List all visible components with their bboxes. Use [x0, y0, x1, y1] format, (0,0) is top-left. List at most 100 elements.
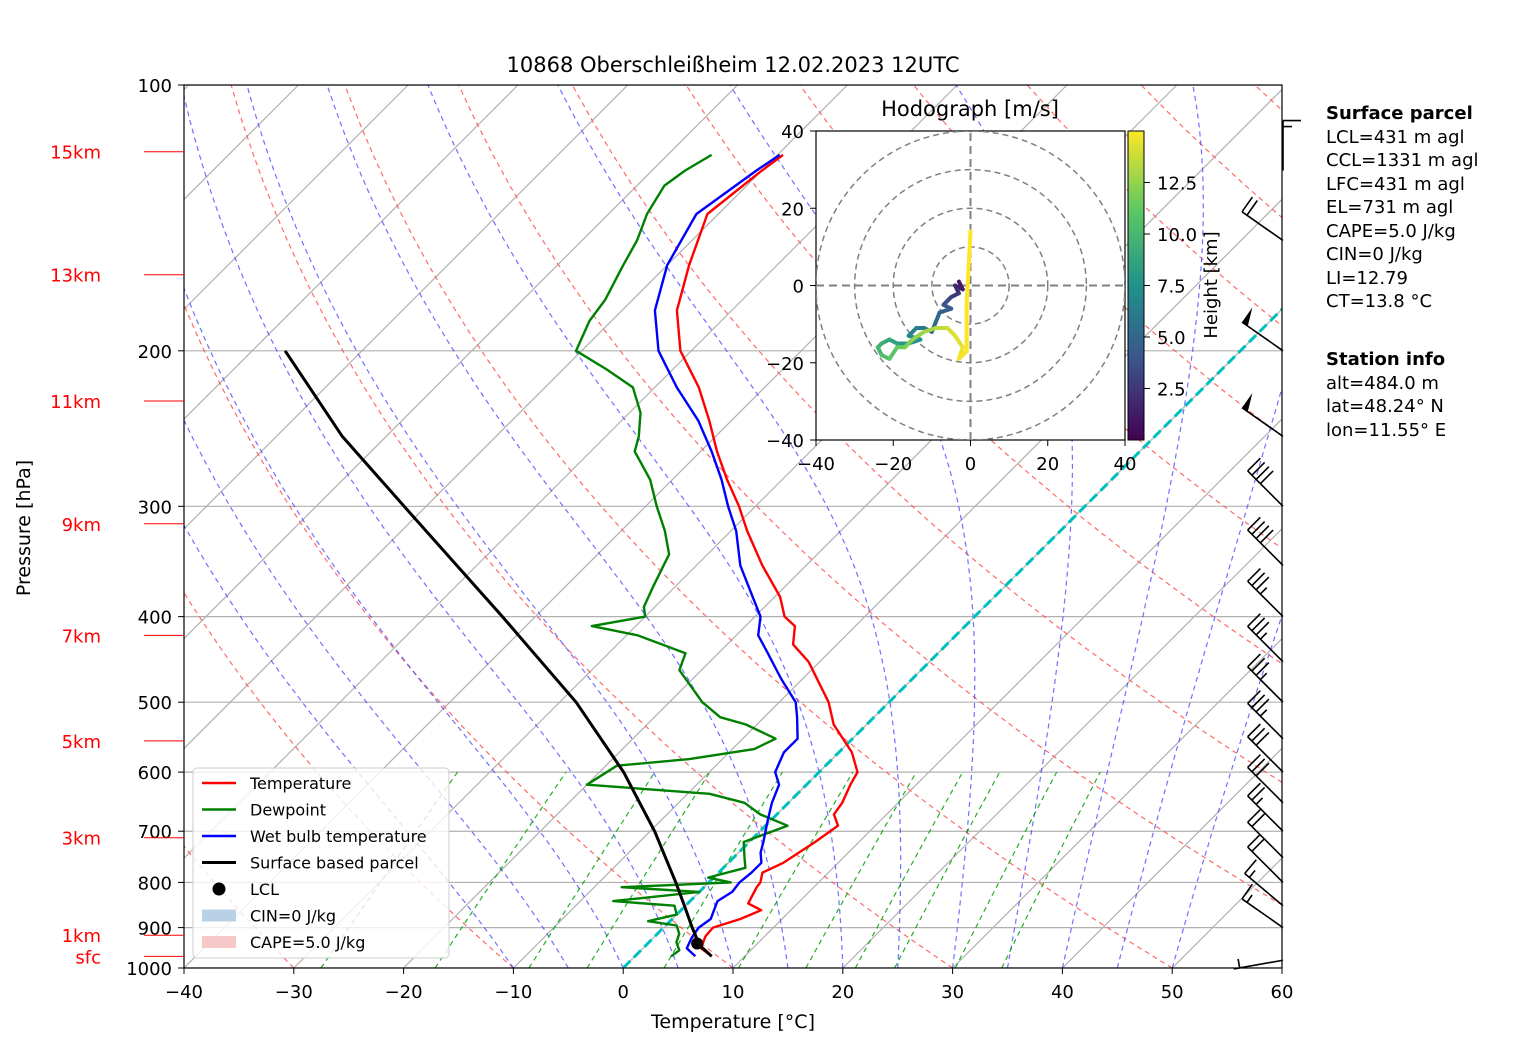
barb-staff: [1247, 736, 1284, 773]
moist-adiabat: [184, 418, 569, 968]
hodograph-y-tick-label: 20: [781, 199, 804, 220]
hodograph-ring: [853, 168, 1088, 403]
moist-adiabat: [184, 286, 624, 968]
hodograph-title: Hodograph [m/s]: [881, 97, 1059, 121]
hodograph-y-tick-label: 0: [793, 277, 804, 298]
barb-flag: [1251, 694, 1266, 709]
barb-flag: [1255, 698, 1270, 713]
height-label: 5km: [62, 732, 101, 753]
barb-staff: [1241, 898, 1284, 929]
hodograph-segment: [910, 329, 927, 342]
height-label: 13km: [50, 266, 101, 287]
series-dewpoint: [574, 153, 789, 958]
barb-staff: [1247, 846, 1284, 883]
moist-adiabat: [955, 85, 1073, 968]
wind-barb: [1247, 809, 1284, 859]
barb-staff: [1247, 795, 1284, 832]
y-tick-label: 300: [138, 497, 172, 518]
mixing-ratio-line: [663, 771, 784, 968]
y-tick-label: 200: [138, 342, 172, 363]
moist-adiabat: [1061, 85, 1204, 968]
wind-barb: [1282, 119, 1301, 171]
legend-patch: [202, 909, 236, 922]
barb-flag: [1251, 521, 1266, 535]
barb-flag: [1244, 859, 1257, 875]
series-wet-bulb-temperature: [653, 153, 799, 958]
hodograph-segment: [964, 229, 973, 307]
x-axis-label: Temperature [°C]: [650, 1011, 815, 1033]
barb-flag: [1251, 786, 1266, 801]
barb-pennant: [1242, 392, 1253, 412]
barb-flag: [1247, 723, 1261, 738]
hodograph: −40−40 −20 −20 0 0 20 20 40 40 Hodograph [m/s] 2…: [766, 97, 1222, 475]
station-line: alt=484.0 m: [1326, 372, 1439, 394]
colorbar-tick-label: 12.5: [1157, 174, 1197, 195]
wind-barb: [1241, 883, 1284, 929]
barb-flag: [1247, 567, 1261, 582]
barb-staff: [1247, 529, 1284, 566]
barb-flag: [1247, 690, 1261, 704]
isotherm-line: [184, 85, 629, 530]
barb-flag: [1247, 809, 1261, 823]
mixing-ratio-line: [528, 771, 656, 968]
barb-staff: [1241, 321, 1284, 352]
barb-flag: [1251, 727, 1266, 742]
colorbar-tick-label: 5.0: [1157, 328, 1186, 349]
barb-staff: [1247, 666, 1284, 703]
station-line: lat=48.24° N: [1326, 396, 1444, 417]
wind-barb: [1233, 958, 1284, 970]
isotherm-line: [1061, 747, 1282, 968]
barb-half-flag: [1259, 587, 1268, 595]
parcel-line: LFC=431 m agl: [1326, 173, 1465, 195]
mixing-ratio-lines: [320, 771, 1101, 968]
barb-flag: [1251, 838, 1266, 852]
colorbar-label: Height [km]: [1201, 231, 1222, 338]
y-axis-label: Pressure [hPa]: [13, 460, 35, 596]
barb-staff: [1247, 766, 1284, 804]
x-tick-label: −40: [165, 982, 203, 1003]
y-tick-label: 700: [138, 822, 172, 843]
x-tick-label: 60: [1271, 982, 1294, 1003]
barb-pennant: [1242, 307, 1253, 327]
isotherm-line: [842, 527, 1282, 968]
y-tick-label: 600: [138, 763, 172, 784]
barb-flag: [1255, 662, 1270, 676]
barb-half-flag: [1255, 797, 1264, 805]
barb-staff: [1241, 407, 1284, 438]
wind-barb: [1244, 859, 1284, 907]
parcel-line: LI=12.79: [1326, 267, 1408, 289]
legend-label: LCL: [250, 880, 279, 899]
mixing-ratio-line: [1001, 771, 1101, 968]
barb-half-flag: [1248, 869, 1256, 878]
x-tick-label: 40: [1051, 982, 1074, 1003]
barb-flag: [1259, 470, 1274, 485]
height-label: 15km: [50, 143, 101, 164]
hodograph-x-tick-label: 40: [1114, 454, 1137, 475]
parcel-line: CT=13.8 °C: [1326, 291, 1433, 312]
wind-barb: [1247, 457, 1284, 507]
x-tick-label: −20: [385, 982, 423, 1003]
barb-flag: [1247, 653, 1261, 668]
zero-degree-isotherm: [622, 307, 1282, 968]
barb-flag: [1255, 576, 1270, 591]
barb-staff: [1247, 470, 1284, 507]
isotherm-line: [184, 85, 409, 311]
wind-barb: [1247, 723, 1284, 773]
hodograph-x-tick-label: −20: [874, 454, 912, 475]
barb-flag: [1246, 200, 1258, 216]
mixing-ratio-line: [586, 771, 711, 968]
series-temperature: [675, 153, 859, 958]
legend-label: Temperature: [249, 774, 351, 793]
barb-flag: [1247, 516, 1261, 531]
mixing-ratio-line: [894, 771, 1001, 968]
barb-flag: [1251, 572, 1266, 587]
barb-staff: [1233, 959, 1284, 970]
x-tick-label: −10: [494, 982, 532, 1003]
barb-flag: [1259, 529, 1274, 544]
wind-barb: [1247, 653, 1284, 703]
y-axis-ticks: 100 200 300 400 500 600 700 800 900 1000: [126, 76, 184, 980]
wind-barb: [1247, 516, 1284, 566]
isotherm-line: [184, 85, 739, 640]
isotherm-line: [732, 418, 1282, 968]
profile-series: [283, 153, 859, 958]
